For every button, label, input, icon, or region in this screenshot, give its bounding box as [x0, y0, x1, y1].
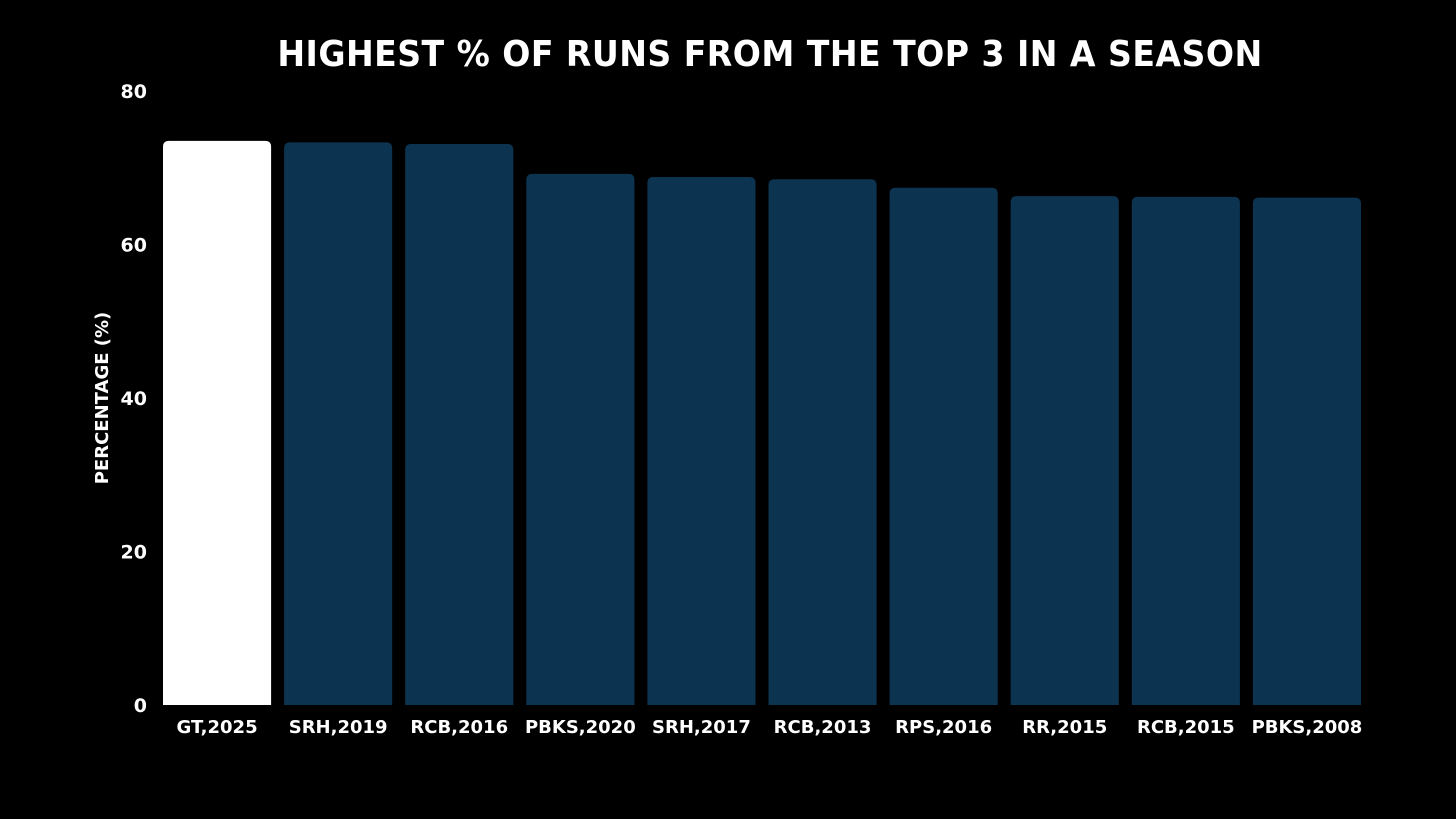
x-tick-label: PBKS,2020: [525, 717, 636, 738]
x-tick-label: RCB,2013: [774, 717, 872, 738]
bar-rcb-2013: [768, 179, 877, 705]
x-tick-label: RCB,2015: [1137, 717, 1235, 738]
x-tick-label: RPS,2016: [895, 717, 992, 738]
bar-rr-2015: [1010, 196, 1119, 705]
bar-pbks-2020: [526, 173, 635, 705]
bar-srh-2017: [647, 176, 756, 705]
x-tick-label: RCB,2016: [410, 717, 508, 738]
y-axis-label-group: PERCENTAGE (%): [92, 312, 113, 485]
bar-rps-2016: [889, 187, 998, 705]
bars: [163, 140, 1361, 706]
chart-title: HIGHEST % OF RUNS FROM THE TOP 3 IN A SE…: [277, 34, 1263, 75]
bar-pbks-2008: [1252, 197, 1361, 705]
x-tick-label: RR,2015: [1022, 717, 1107, 738]
y-tick-label: 80: [121, 81, 147, 103]
x-tick-label: SRH,2019: [289, 717, 388, 738]
x-tick-label: SRH,2017: [652, 717, 751, 738]
y-axis-ticks: 0 20 40 60 80: [121, 81, 147, 717]
x-axis-labels: GT,2025 SRH,2019 RCB,2016 PBKS,2020 SRH,2017…: [176, 717, 1362, 738]
y-axis-label: PERCENTAGE (%): [92, 312, 113, 485]
bar-gt-2025: [163, 140, 272, 705]
x-tick-label: PBKS,2008: [1252, 717, 1363, 738]
bar-rcb-2015: [1131, 196, 1240, 706]
y-tick-label: 20: [121, 542, 147, 564]
y-tick-label: 0: [134, 695, 147, 717]
y-tick-label: 40: [121, 388, 147, 410]
y-tick-label: 60: [121, 235, 147, 257]
bar-rcb-2016: [405, 143, 514, 705]
bar-srh-2019: [284, 142, 393, 706]
x-tick-label: GT,2025: [176, 717, 257, 738]
